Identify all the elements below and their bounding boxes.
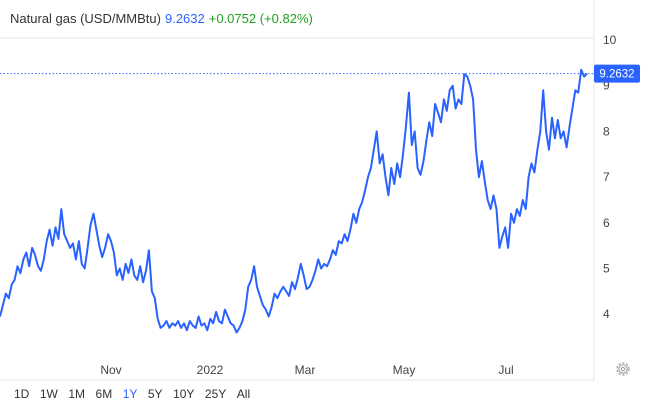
last-price-tag: 9.2632 xyxy=(594,64,640,83)
y-tick-label: 8 xyxy=(603,124,610,138)
y-tick-label: 7 xyxy=(603,170,610,184)
range-option-10y[interactable]: 10Y xyxy=(173,387,195,401)
current-price: 9.2632 xyxy=(164,11,205,26)
x-tick-label: Mar xyxy=(295,363,316,377)
x-tick-label: 2022 xyxy=(197,363,224,377)
range-option-25y[interactable]: 25Y xyxy=(204,387,227,401)
range-option-1y[interactable]: 1Y xyxy=(122,387,138,401)
y-tick-label: 10 xyxy=(603,33,617,47)
y-tick-label: 4 xyxy=(603,307,610,321)
range-option-5y[interactable]: 5Y xyxy=(147,387,163,401)
y-tick-label: 6 xyxy=(603,216,610,230)
chart-header: Natural gas (USD/MMBtu) 9.2632 +0.0752 (+0… xyxy=(10,11,313,26)
y-tick-label: 5 xyxy=(603,262,610,276)
y-tick-label: 9 xyxy=(603,79,610,93)
range-option-6m[interactable]: 6M xyxy=(95,387,113,401)
x-tick-label: Jul xyxy=(498,363,513,377)
gear-icon[interactable] xyxy=(614,360,632,378)
price-series-line xyxy=(0,68,588,334)
instrument-name: Natural gas (USD/MMBtu) xyxy=(10,11,161,26)
range-option-1w[interactable]: 1W xyxy=(39,387,58,401)
x-tick-label: May xyxy=(393,363,416,377)
range-selector: 1D 1W 1M 6M 1Y 5Y 10Y 25Y All xyxy=(14,387,261,401)
range-option-1m[interactable]: 1M xyxy=(68,387,86,401)
x-axis-ticks: Nov 2022 Mar May Jul xyxy=(100,363,513,377)
y-axis-ticks: 4 5 6 7 8 9 10 xyxy=(603,33,617,321)
x-tick-label: Nov xyxy=(100,363,121,377)
range-option-1d[interactable]: 1D xyxy=(14,387,30,401)
range-option-all[interactable]: All xyxy=(236,387,251,401)
price-change: +0.0752 (+0.82%) xyxy=(208,11,313,26)
last-price-tag-label: 9.2632 xyxy=(599,69,634,81)
last-price-tag-bg xyxy=(594,64,640,83)
